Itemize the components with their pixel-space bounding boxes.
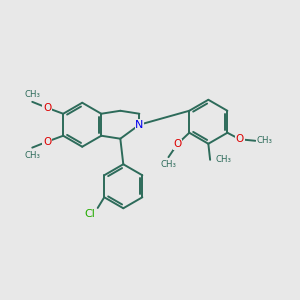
- Text: O: O: [236, 134, 244, 144]
- Text: CH₃: CH₃: [24, 151, 40, 160]
- Text: CH₃: CH₃: [24, 90, 40, 99]
- Text: O: O: [43, 103, 51, 113]
- Text: Cl: Cl: [84, 209, 95, 219]
- Text: CH₃: CH₃: [160, 160, 176, 169]
- Text: O: O: [173, 139, 181, 149]
- Text: CH₃: CH₃: [215, 155, 232, 164]
- Text: CH₃: CH₃: [257, 136, 273, 145]
- Text: O: O: [43, 137, 51, 147]
- Text: N: N: [135, 120, 144, 130]
